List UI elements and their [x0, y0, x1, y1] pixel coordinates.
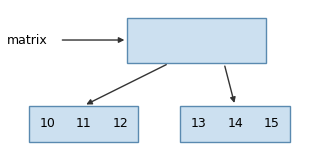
Text: 12: 12 [112, 117, 128, 130]
Text: 14: 14 [227, 117, 243, 130]
Text: 10: 10 [39, 117, 55, 130]
Text: 11: 11 [76, 117, 91, 130]
Bar [127, 18, 266, 63]
Text: matrix: matrix [6, 34, 47, 47]
Text: 15: 15 [264, 117, 279, 130]
Bar [29, 106, 138, 142]
Text: 13: 13 [191, 117, 206, 130]
Bar [180, 106, 290, 142]
